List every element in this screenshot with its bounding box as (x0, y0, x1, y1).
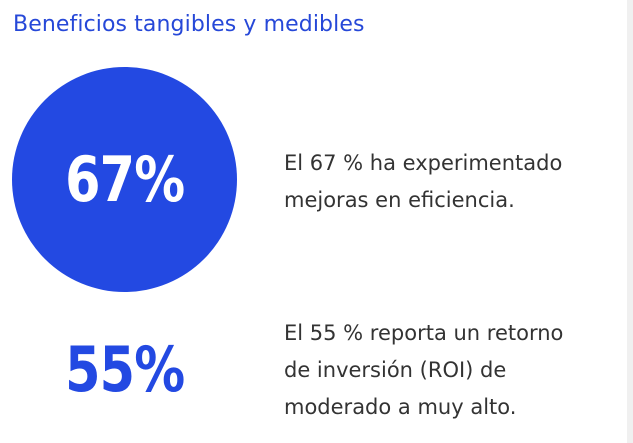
stat-description-line: El 55 % reporta un retorno (284, 321, 564, 345)
stat-value-roi: 55% (64, 333, 185, 406)
stat-description-efficiency: El 67 % ha experimentado mejoras en efic… (284, 145, 614, 219)
stat-block-roi: 55% (12, 330, 237, 410)
stat-circle-efficiency: 67% (12, 67, 237, 292)
right-edge-divider (627, 0, 633, 443)
stat-description-line: El 67 % ha experimentado (284, 151, 563, 175)
stat-value-efficiency: 67% (64, 142, 185, 216)
stat-description-line: moderado a muy alto. (284, 395, 517, 419)
stat-description-line: mejoras en eficiencia. (284, 188, 515, 212)
stat-description-roi: El 55 % reporta un retorno de inversión … (284, 315, 614, 426)
stat-description-line: de inversión (ROI) de (284, 358, 507, 382)
section-title: Beneficios tangibles y medibles (13, 12, 365, 37)
